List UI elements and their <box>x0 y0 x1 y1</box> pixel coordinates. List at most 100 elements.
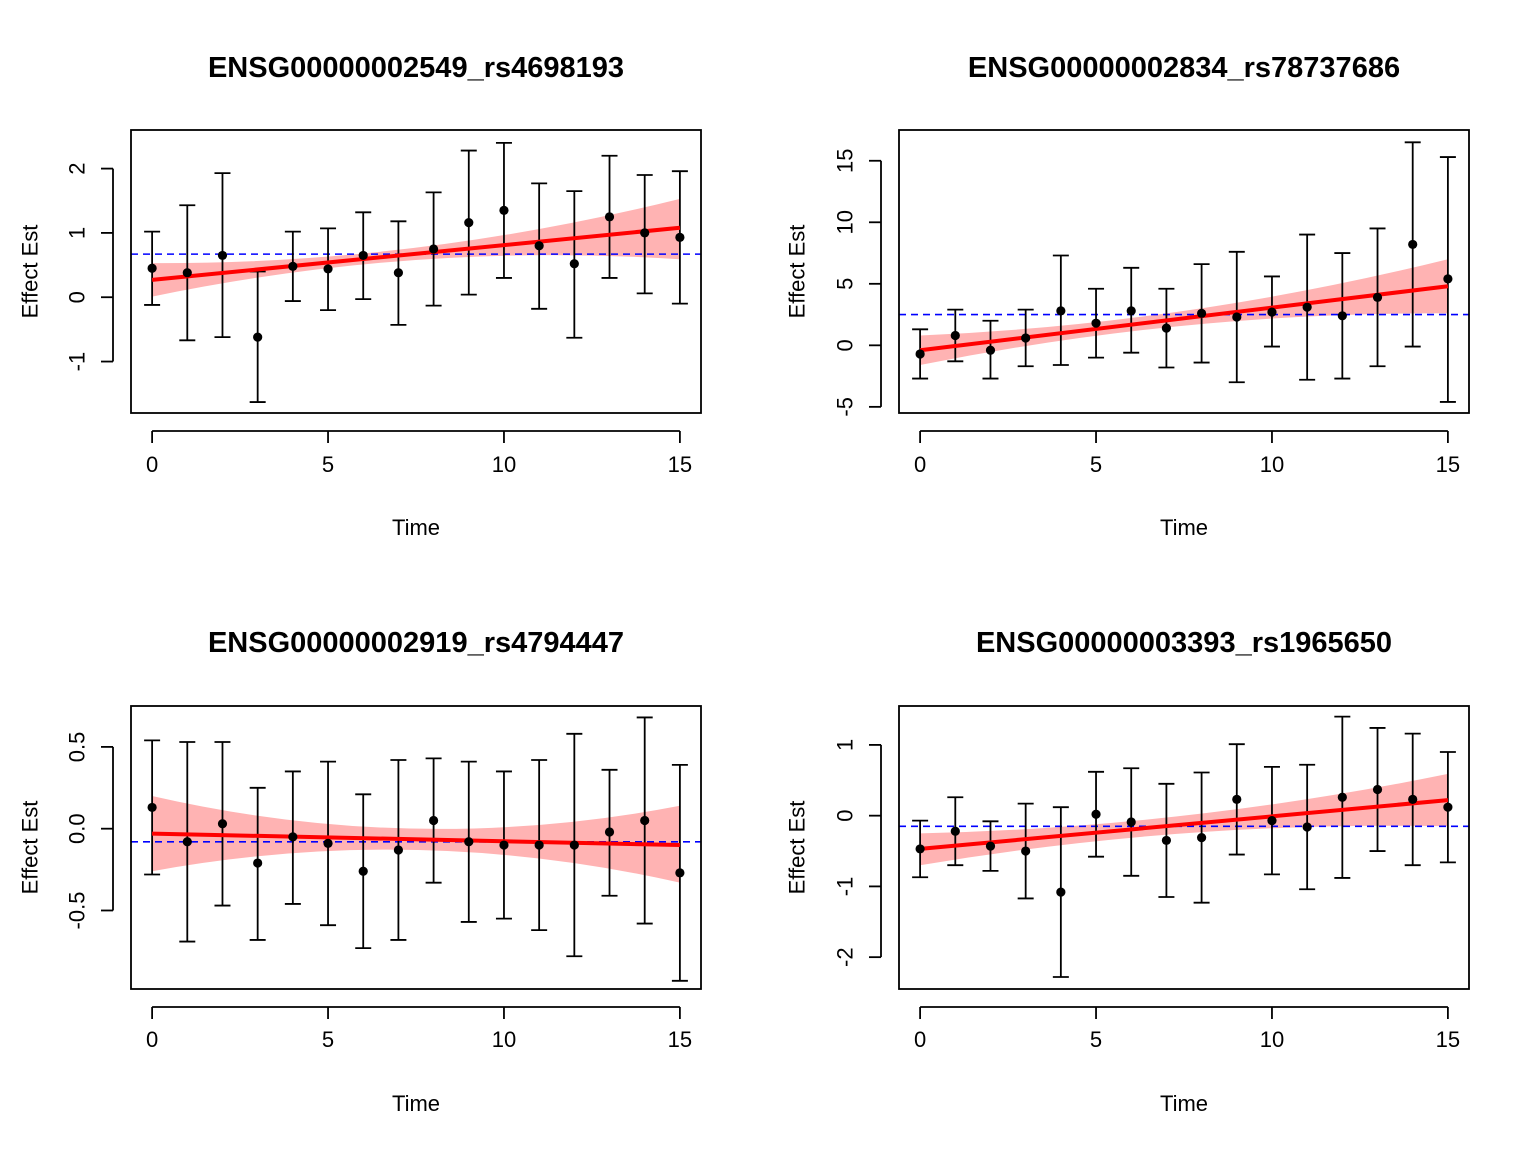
y-tick-label: 0 <box>833 810 858 822</box>
plot-frame <box>130 129 702 414</box>
data-point <box>1232 312 1242 322</box>
data-point <box>1196 308 1207 318</box>
y-tick-label: -1 <box>65 352 90 372</box>
data-point <box>253 858 263 868</box>
y-tick-label: 10 <box>833 210 858 234</box>
x-tick-label: 5 <box>1090 452 1102 477</box>
x-axis-label: Time <box>392 515 440 540</box>
y-tick-label: 1 <box>65 227 90 239</box>
data-point <box>393 268 404 278</box>
data-point <box>534 241 544 251</box>
data-point <box>464 837 474 847</box>
data-point <box>950 826 960 836</box>
data-point <box>1267 307 1277 317</box>
confidence-band <box>152 198 680 297</box>
x-tick-label: 15 <box>1436 1027 1460 1052</box>
y-tick-label: 5 <box>833 278 858 290</box>
y-axis-label: Effect Est <box>785 801 810 895</box>
x-tick-label: 10 <box>1260 1027 1284 1052</box>
data-point <box>1337 311 1347 321</box>
data-point <box>288 832 298 842</box>
data-point <box>393 845 404 855</box>
data-point <box>640 815 650 826</box>
data-point <box>640 228 650 238</box>
regression-line <box>919 798 1449 851</box>
data-point <box>147 263 157 273</box>
data-point <box>1126 306 1136 316</box>
data-point <box>1302 302 1312 312</box>
regression-line <box>152 831 680 848</box>
y-tick-label: 15 <box>833 149 858 173</box>
x-tick-label: 5 <box>322 452 334 477</box>
data-point <box>217 819 228 829</box>
regression-line <box>151 225 681 282</box>
confidence-band <box>920 773 1448 866</box>
x-axis-label: Time <box>1160 515 1208 540</box>
data-point <box>217 250 228 261</box>
data-point <box>428 244 439 254</box>
data-point <box>428 815 439 826</box>
data-point <box>358 250 368 261</box>
data-point <box>1161 323 1172 333</box>
data-point <box>253 332 263 342</box>
y-tick-label: 2 <box>65 162 90 174</box>
data-point <box>569 840 579 850</box>
data-point <box>604 212 615 222</box>
chart-title: ENSG00000003393_rs1965650 <box>976 627 1392 659</box>
data-point <box>1021 846 1031 856</box>
data-point <box>182 268 192 278</box>
y-tick-label: 0.0 <box>65 813 90 844</box>
x-tick-label: 0 <box>914 452 926 477</box>
data-point <box>915 844 925 854</box>
data-point <box>1337 792 1347 802</box>
x-tick-label: 5 <box>1090 1027 1102 1052</box>
x-tick-label: 15 <box>668 1027 692 1052</box>
data-point <box>182 837 192 847</box>
chart-title: ENSG00000002549_rs4698193 <box>208 52 624 84</box>
chart-panel-2: ENSG00000002834_rs78737686 0 5 10 15 -5 0 5 10 15… <box>785 52 1470 540</box>
data-point <box>1408 239 1418 250</box>
data-point <box>1372 784 1383 795</box>
data-point <box>604 827 615 837</box>
confidence-band <box>920 259 1448 366</box>
regression-line <box>919 284 1449 353</box>
y-tick-label: -0.5 <box>65 892 90 930</box>
data-point <box>1443 274 1453 284</box>
data-point <box>1196 832 1207 843</box>
data-point <box>675 232 685 243</box>
x-tick-label: 0 <box>146 1027 158 1052</box>
data-point <box>1126 817 1136 827</box>
data-point <box>1091 809 1101 819</box>
y-axis-label: Effect Est <box>18 801 43 895</box>
data-point <box>1302 822 1312 832</box>
data-point <box>358 866 368 876</box>
data-point <box>1267 816 1277 826</box>
x-tick-label: 10 <box>492 452 516 477</box>
data-point <box>464 218 474 228</box>
data-point <box>1056 887 1066 897</box>
y-tick-label: 0 <box>833 339 858 351</box>
data-point <box>1408 794 1418 804</box>
data-point <box>323 838 333 849</box>
data-point <box>323 264 333 274</box>
data-point <box>288 261 298 271</box>
x-tick-label: 0 <box>146 452 158 477</box>
data-point <box>950 330 960 341</box>
data-point <box>1372 292 1383 302</box>
data-point <box>147 802 157 813</box>
y-axis-label: Effect Est <box>785 225 810 319</box>
chart-panel-4: ENSG00000003393_rs1965650 0 5 10 15 -2 -1 0 1 Tim… <box>785 627 1470 1116</box>
chart-title: ENSG00000002834_rs78737686 <box>968 52 1400 84</box>
x-tick-label: 10 <box>1260 452 1284 477</box>
chart-panel-3: ENSG00000002919_rs4794447 0 5 10 15 -0.5 0.0 0.… <box>18 627 702 1116</box>
y-tick-label: 1 <box>833 739 858 751</box>
data-point <box>1443 802 1453 812</box>
data-point <box>1161 835 1172 846</box>
chart-panel-1: ENSG00000002549_rs4698193 0 5 10 15 -1 0 1 2 Time… <box>18 52 702 540</box>
plot-frame <box>130 705 702 990</box>
y-tick-label: -5 <box>833 397 858 417</box>
data-point <box>915 349 925 359</box>
y-tick-label: 0 <box>65 291 90 303</box>
data-point <box>675 868 685 878</box>
